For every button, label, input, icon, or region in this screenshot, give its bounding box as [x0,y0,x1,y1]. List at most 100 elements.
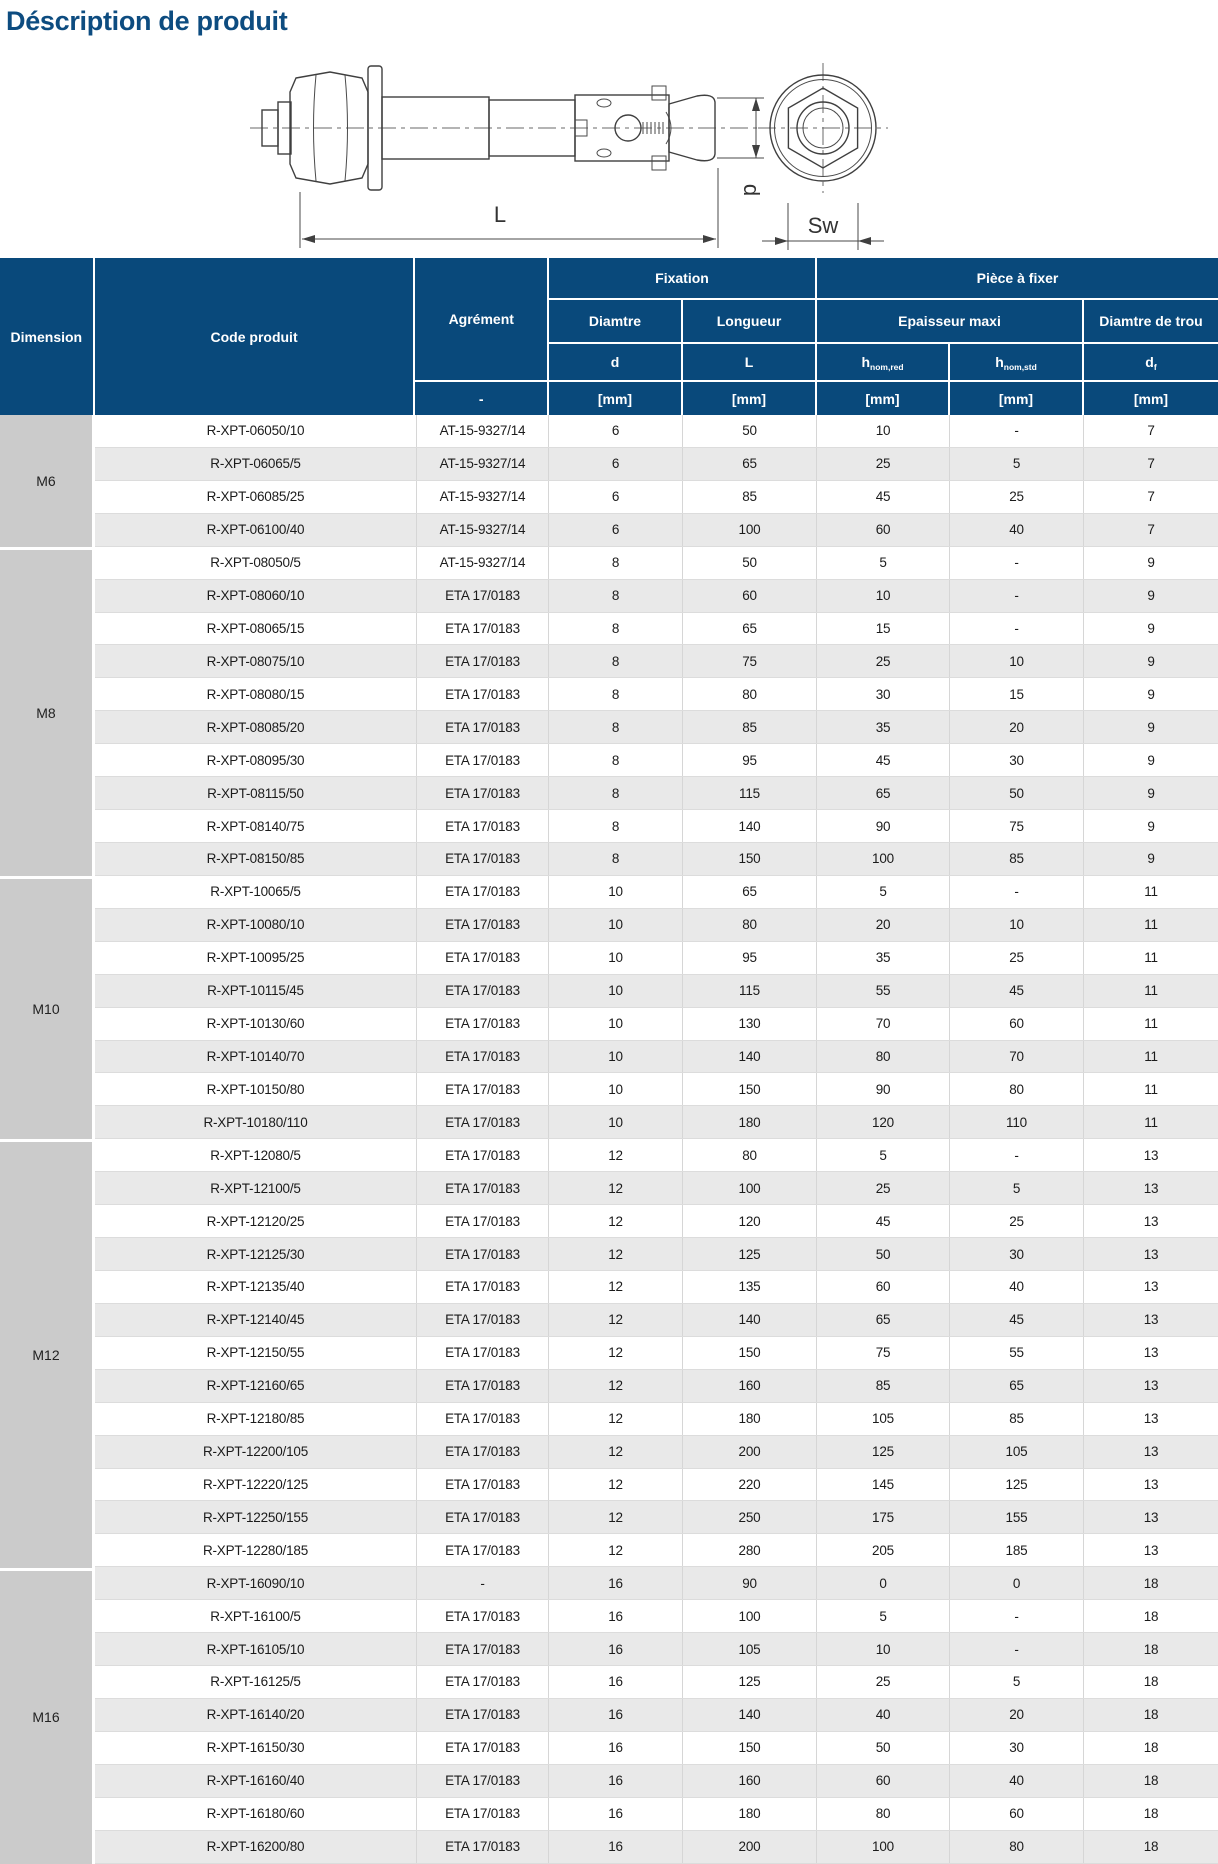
table-row: R-XPT-16160/40 ETA 17/0183 16 160 60 40 18 [95,1764,1218,1798]
cell-code-produit: R-XPT-16160/40 [95,1764,417,1797]
cell-code-produit: R-XPT-08085/20 [95,711,417,744]
cell-h-nom-red: 10 [817,579,950,612]
cell-agrement: ETA 17/0183 [417,1238,549,1270]
cell-h-nom-red: 10 [817,415,950,447]
cell-longueur: 160 [683,1764,817,1797]
cell-agrement: ETA 17/0183 [417,974,549,1007]
cell-h-nom-red: 125 [817,1435,950,1468]
cell-diametre: 10 [549,1073,683,1106]
table-row: R-XPT-12100/5 ETA 17/0183 12 100 25 5 13 [95,1172,1218,1206]
cell-diametre-trou: 18 [1143,1806,1159,1822]
table-row: R-XPT-08050/5 AT-15-9327/14 8 50 5- 9 [95,546,1218,580]
cell-agrement: ETA 17/0183 [417,810,549,842]
cell-h-nom-red: 45 [817,744,950,777]
cell-diametre: 10 [549,908,683,941]
column-header-longueur: Longueur [683,300,817,344]
cell-code-produit: R-XPT-16140/20 [95,1698,417,1731]
length-dimension-label: L [494,202,506,227]
table-row: R-XPT-12160/65 ETA 17/0183 12 160 85 65 13 [95,1369,1218,1403]
column-unit-agrement: - [415,382,547,415]
cell-longueur: 95 [683,941,817,974]
cell-h-nom-red: 70 [817,1007,950,1040]
cell-h-nom-red: 65 [817,777,950,810]
cell-diametre-trou: 11 [1144,1081,1158,1097]
cell-diametre-trou: 13 [1143,1312,1159,1328]
cell-h-nom-red: 145 [817,1468,950,1501]
cell-agrement: ETA 17/0183 [417,645,549,678]
symbol-df-subscript: f [1153,362,1157,372]
cell-diametre-trou: 9 [1147,555,1155,571]
cell-longueur: 85 [683,711,817,744]
table-row: R-XPT-12080/5 ETA 17/0183 12 80 5- 13 [95,1139,1218,1173]
cell-h-nom-std: 20 [950,1698,1084,1731]
dimension-group-label: M8 [0,546,95,877]
cell-diametre-trou: 18 [1143,1674,1159,1690]
cell-diametre-trou: 11 [1144,950,1158,966]
unit-mm-df: [mm] [1084,382,1218,415]
table-row: R-XPT-08075/10 ETA 17/0183 8 75 25 10 9 [95,645,1218,679]
symbol-d: d [549,344,683,382]
cell-agrement: ETA 17/0183 [417,1698,549,1731]
cell-longueur: 115 [683,974,817,1007]
symbol-h-nom-std: h nom,std [950,344,1084,382]
cell-diametre: 16 [549,1830,683,1863]
cell-h-nom-red: 30 [817,678,950,711]
cell-longueur: 65 [683,875,817,908]
cell-diametre: 12 [549,1501,683,1534]
cell-h-nom-std: 10 [950,645,1084,678]
symbol-h-std-subscript: nom,std [1003,362,1037,372]
cell-longueur: 180 [683,1402,817,1435]
cell-h-nom-std: 30 [950,1238,1084,1270]
cell-h-nom-std: 5 [950,1666,1084,1698]
cell-longueur: 220 [683,1468,817,1501]
cell-h-nom-red: 50 [817,1238,950,1270]
cell-h-nom-red: 90 [817,810,950,842]
cell-longueur: 75 [683,645,817,678]
table-row: R-XPT-10140/70 ETA 17/0183 10 140 80 70 11 [95,1040,1218,1074]
cell-longueur: 280 [683,1534,817,1567]
cell-diametre: 12 [549,1270,683,1303]
cell-h-nom-red: 60 [817,1764,950,1797]
cell-h-nom-std: - [950,1139,1084,1172]
cell-h-nom-red: 80 [817,1797,950,1830]
cell-longueur: 50 [683,415,817,447]
cell-longueur: 180 [683,1797,817,1830]
cell-diametre-trou: 13 [1143,1542,1159,1558]
cell-diametre-trou: 13 [1143,1246,1159,1262]
cell-h-nom-red: 55 [817,974,950,1007]
cell-h-nom-std: 60 [950,1797,1084,1830]
cell-longueur: 200 [683,1830,817,1863]
cell-h-nom-std: 25 [950,941,1084,974]
cell-agrement: - [417,1567,549,1600]
table-row: R-XPT-16100/5 ETA 17/0183 16 100 5- 18 [95,1600,1218,1634]
cell-agrement: AT-15-9327/14 [417,546,549,579]
cell-diametre: 6 [549,513,683,546]
cell-diametre-trou: 9 [1147,719,1155,735]
cell-h-nom-std: 20 [950,711,1084,744]
cell-diametre: 8 [549,678,683,711]
cell-code-produit: R-XPT-12250/155 [95,1501,417,1534]
cell-longueur: 150 [683,1731,817,1764]
cell-longueur: 160 [683,1369,817,1402]
table-row: R-XPT-16140/20 ETA 17/0183 16 140 40 20 18 [95,1698,1218,1732]
cell-h-nom-std: 80 [950,1830,1084,1863]
cell-h-nom-std: 45 [950,1303,1084,1336]
cell-longueur: 150 [683,842,817,875]
cell-h-nom-std: - [950,415,1084,447]
table-row: R-XPT-08080/15 ETA 17/0183 8 80 30 15 9 [95,678,1218,712]
anchor-bolt-technical-drawing: L d Sw [0,40,1218,258]
cell-code-produit: R-XPT-10065/5 [95,875,417,908]
symbol-h-base: h [995,354,1004,370]
cell-h-nom-red: 5 [817,875,950,908]
cell-diametre: 8 [549,612,683,645]
cell-diametre: 12 [549,1336,683,1369]
cell-code-produit: R-XPT-12120/25 [95,1205,417,1238]
dimension-group-label: M6 [0,415,95,547]
cell-longueur: 135 [683,1270,817,1303]
cell-h-nom-red: 175 [817,1501,950,1534]
cell-diametre: 10 [549,941,683,974]
cell-h-nom-std: 85 [950,842,1084,875]
cell-diametre: 10 [549,1040,683,1073]
cell-diametre: 16 [549,1633,683,1666]
cell-longueur: 80 [683,1139,817,1172]
